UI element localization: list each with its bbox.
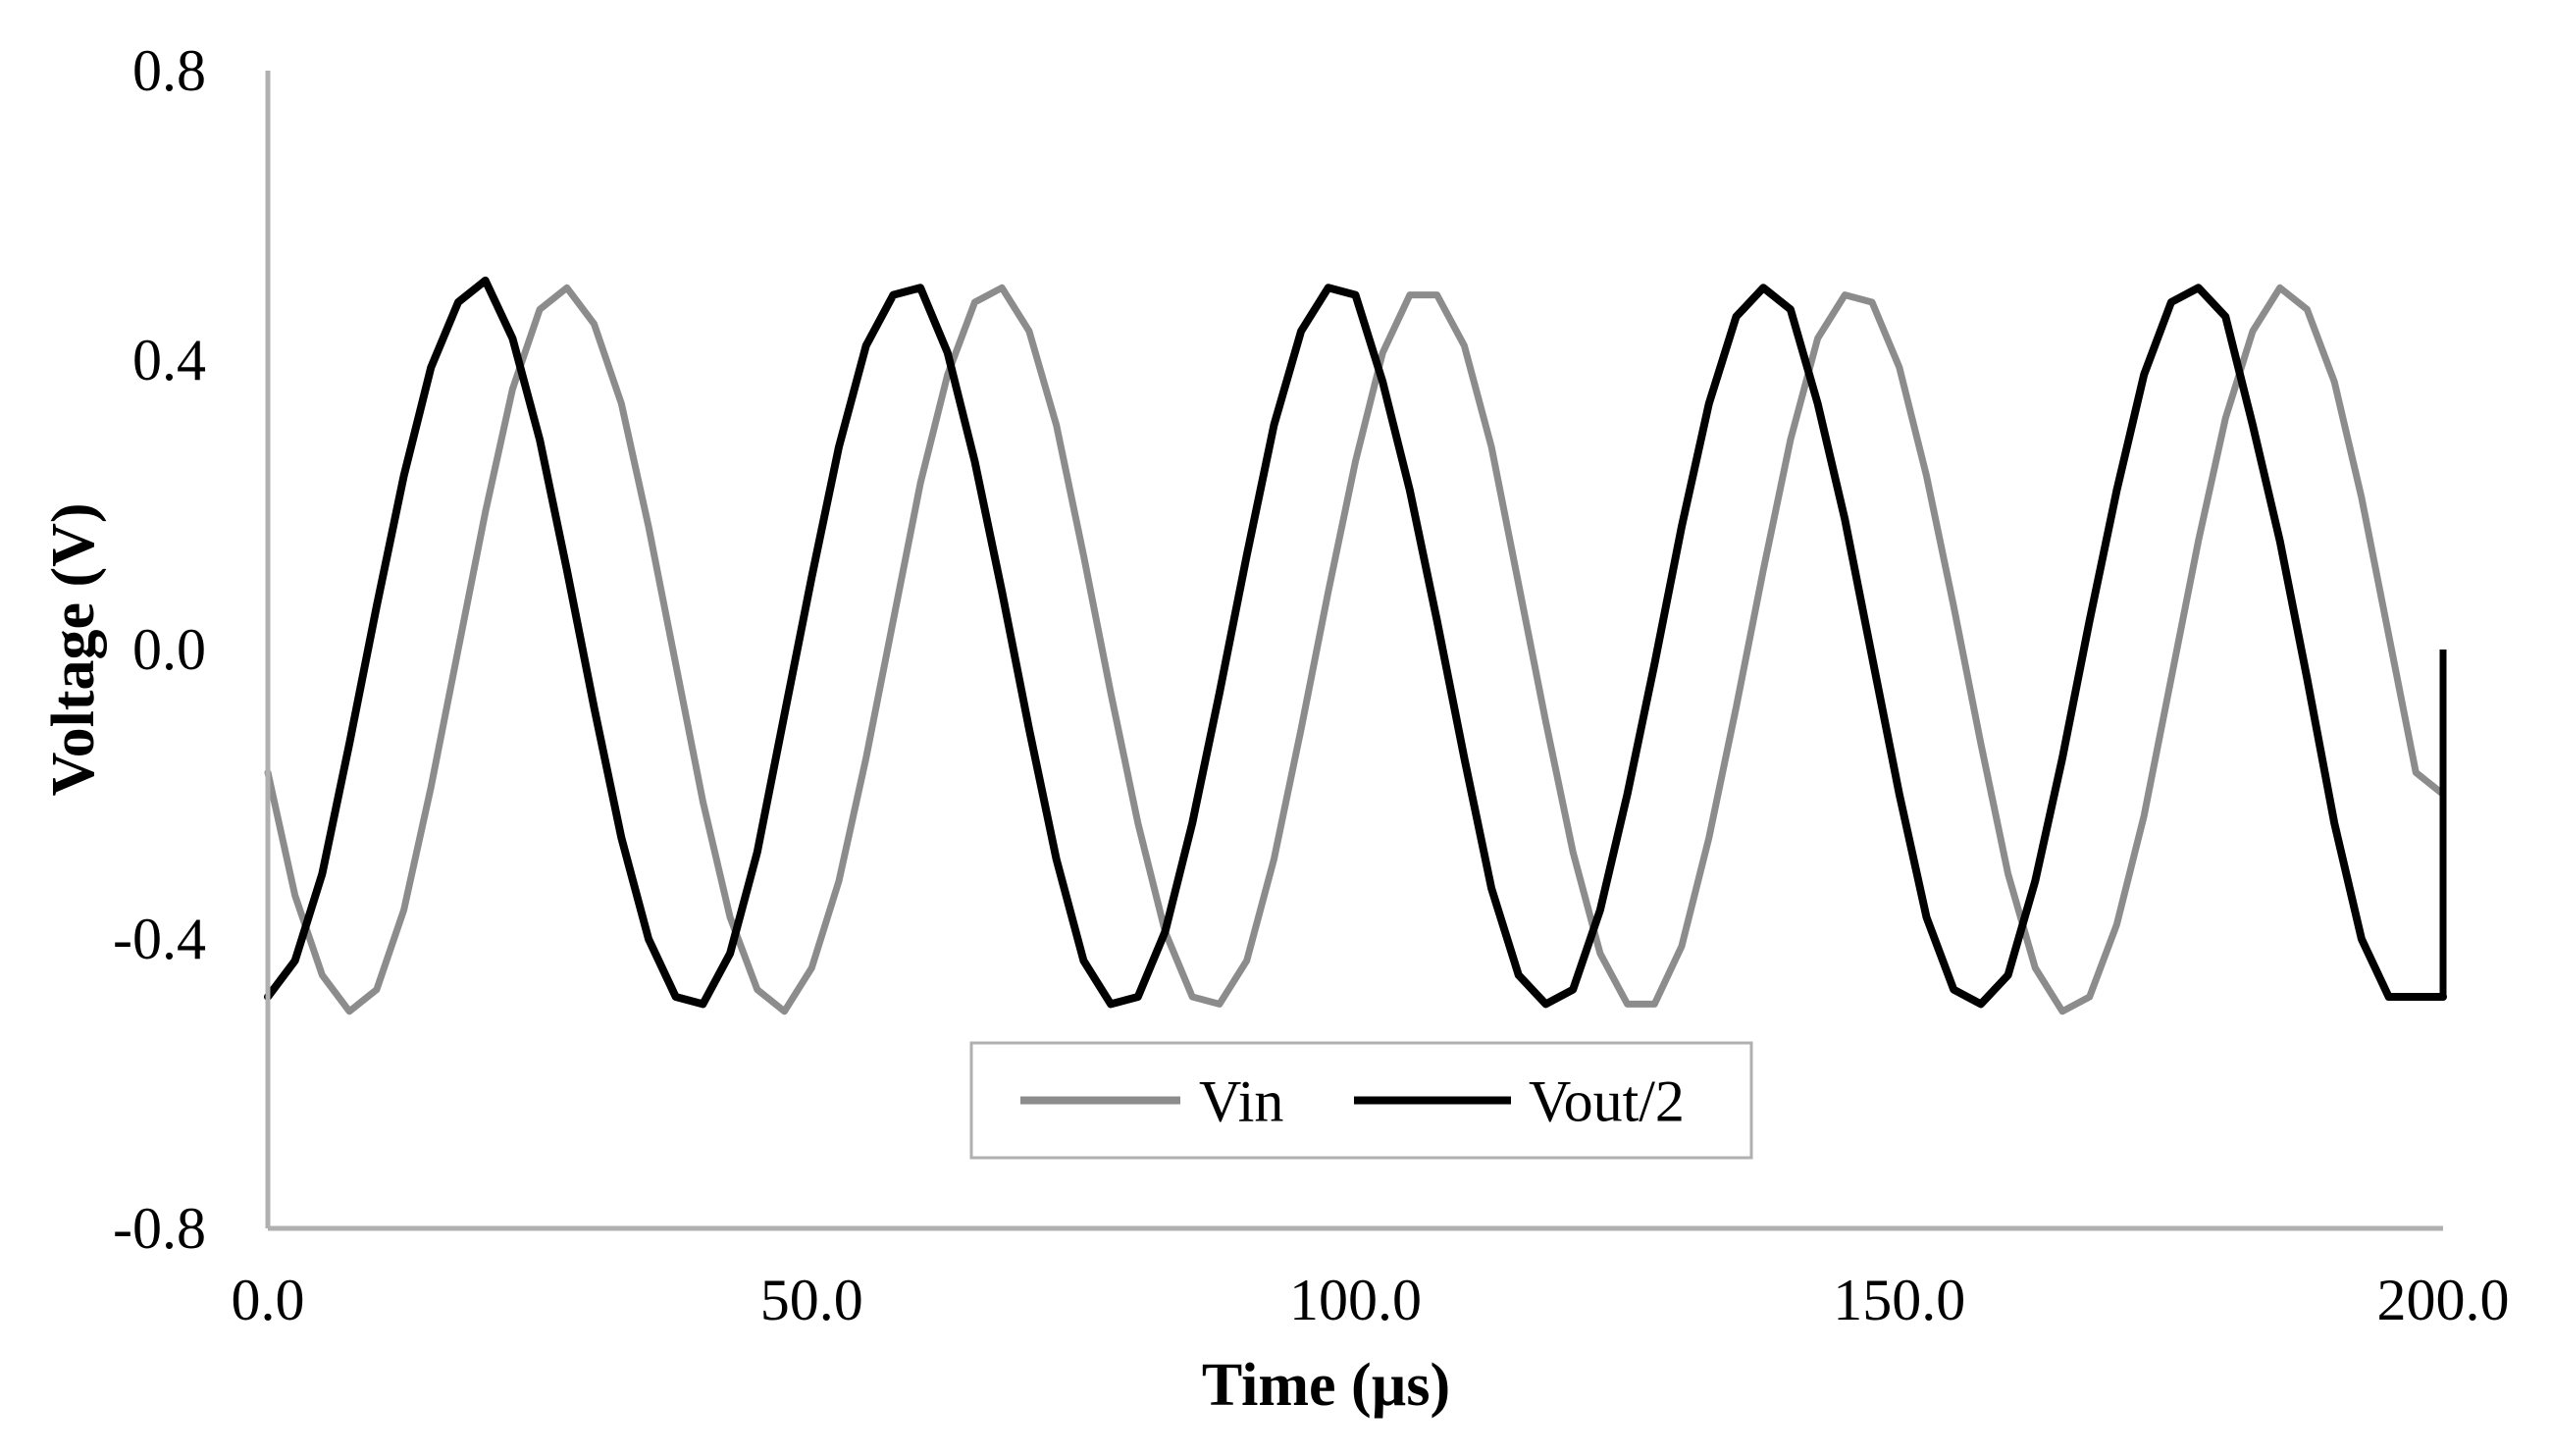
series-layer: [264, 276, 2447, 1015]
y-tick-labels: -0.8 -0.4 0.0 0.4 0.8: [113, 38, 206, 1261]
y-tick-label: -0.8: [113, 1196, 206, 1261]
x-tick-label: 0.0: [232, 1268, 305, 1332]
x-tick-label: 100.0: [1289, 1268, 1422, 1332]
x-tick-label: 150.0: [1833, 1268, 1965, 1332]
legend-label-vout: Vout/2: [1529, 1069, 1685, 1134]
x-tick-label: 200.0: [2377, 1268, 2510, 1332]
y-tick-label: 0.4: [132, 328, 206, 392]
y-tick-label: -0.4: [113, 907, 206, 971]
x-tick-labels: 0.0 50.0 100.0 150.0 200.0: [232, 1268, 2510, 1332]
y-axis-title: Voltage (V): [40, 502, 107, 796]
series-line-vin: [264, 284, 2447, 1015]
y-tick-label: 0.0: [132, 617, 206, 682]
x-tick-label: 50.0: [760, 1268, 863, 1332]
legend: Vin Vout/2: [969, 1041, 1753, 1160]
y-tick-label: 0.8: [132, 38, 206, 103]
series-line-vout: [264, 276, 2447, 1009]
x-axis-title: Time (µs): [1202, 1352, 1450, 1419]
legend-label-vin: Vin: [1199, 1069, 1283, 1134]
